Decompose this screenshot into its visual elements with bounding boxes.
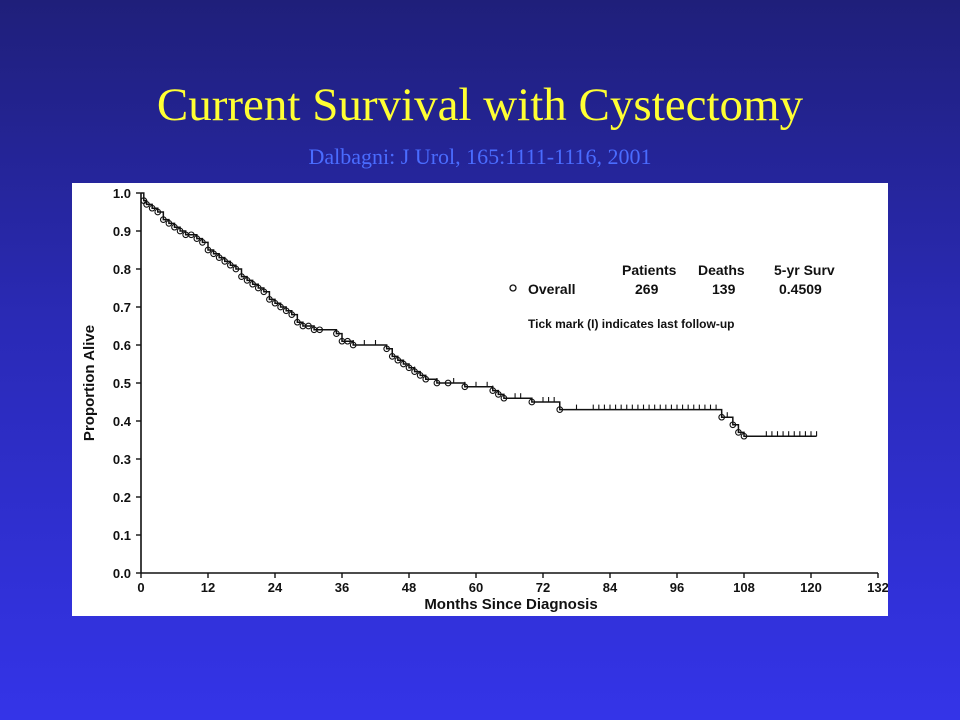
y-tick-label: 0.5 bbox=[113, 376, 131, 391]
chart-panel: Proportion Alive Months Since Diagnosis … bbox=[72, 183, 888, 616]
event-marker bbox=[210, 250, 217, 258]
event-marker bbox=[238, 273, 245, 280]
event-marker bbox=[243, 277, 251, 284]
slide-subtitle: Dalbagni: J Urol, 165:1111-1116, 2001 bbox=[308, 144, 652, 169]
event-marker bbox=[215, 254, 223, 261]
event-marker bbox=[159, 216, 167, 223]
event-marker bbox=[388, 353, 396, 360]
event-marker bbox=[143, 201, 150, 208]
event-marker bbox=[249, 280, 257, 288]
legend-deaths-value: 139 bbox=[712, 281, 736, 297]
event-marker bbox=[204, 246, 212, 254]
event-marker bbox=[193, 235, 201, 242]
y-tick-label: 0.8 bbox=[113, 262, 131, 277]
y-tick-label: 0.1 bbox=[113, 528, 131, 543]
x-tick-label: 12 bbox=[201, 580, 215, 595]
legend-header-5yr-surv: 5-yr Surv bbox=[774, 262, 835, 278]
y-tick-label: 0.9 bbox=[113, 224, 131, 239]
legend-marker-icon bbox=[509, 284, 517, 292]
x-tick-label: 48 bbox=[402, 580, 416, 595]
legend-series-label: Overall bbox=[528, 281, 575, 297]
event-marker bbox=[232, 265, 240, 273]
survival-chart: Proportion Alive Months Since Diagnosis … bbox=[81, 186, 888, 613]
event-marker bbox=[405, 364, 413, 372]
x-tick-label: 132 bbox=[867, 580, 888, 595]
x-tick-label: 0 bbox=[137, 580, 144, 595]
y-tick-label: 0.6 bbox=[113, 338, 131, 353]
y-axis-label: Proportion Alive bbox=[81, 325, 98, 441]
x-tick-label: 72 bbox=[536, 580, 550, 595]
x-tick-label: 108 bbox=[733, 580, 755, 595]
event-marker bbox=[383, 345, 391, 353]
event-marker bbox=[176, 227, 184, 235]
event-marker bbox=[400, 360, 407, 368]
y-tick-label: 0.0 bbox=[113, 566, 131, 581]
event-marker bbox=[500, 394, 508, 402]
legend: Patients Deaths 5-yr Surv Overall 269 13… bbox=[509, 262, 835, 331]
x-tick-label: 120 bbox=[800, 580, 822, 595]
x-tick-label: 24 bbox=[268, 580, 283, 595]
event-marker bbox=[729, 421, 737, 429]
event-marker bbox=[333, 330, 340, 337]
y-tick-label: 0.3 bbox=[113, 452, 131, 467]
event-marker bbox=[444, 379, 452, 387]
event-marker bbox=[260, 288, 268, 296]
event-marker bbox=[344, 337, 351, 345]
legend-header-deaths: Deaths bbox=[698, 262, 745, 278]
event-marker bbox=[422, 375, 430, 383]
legend-patients-value: 269 bbox=[635, 281, 659, 297]
event-marker bbox=[416, 372, 424, 379]
event-marker bbox=[494, 391, 502, 398]
event-marker bbox=[293, 318, 301, 326]
x-tick-label: 60 bbox=[469, 580, 483, 595]
event-marker bbox=[556, 406, 564, 413]
x-axis-label: Months Since Diagnosis bbox=[424, 596, 597, 613]
legend-header-patients: Patients bbox=[622, 262, 677, 278]
x-tick-label: 96 bbox=[670, 580, 684, 595]
event-marker bbox=[271, 299, 279, 307]
y-tick-label: 0.7 bbox=[113, 300, 131, 315]
event-marker bbox=[316, 326, 324, 334]
event-marker bbox=[221, 258, 229, 265]
event-marker bbox=[740, 432, 748, 440]
event-marker bbox=[277, 303, 284, 311]
y-tick-label: 1.0 bbox=[113, 186, 131, 201]
event-marker bbox=[154, 208, 162, 216]
event-marker bbox=[266, 296, 273, 303]
legend-5yr-surv-value: 0.4509 bbox=[779, 281, 822, 297]
slide-title: Current Survival with Cystectomy bbox=[156, 79, 804, 131]
x-tick-label: 36 bbox=[335, 580, 349, 595]
survival-curve-overall bbox=[141, 192, 817, 437]
event-marker bbox=[148, 204, 156, 212]
event-marker bbox=[282, 307, 290, 315]
event-marker bbox=[288, 311, 296, 318]
event-marker bbox=[226, 261, 234, 269]
event-marker bbox=[305, 322, 312, 330]
event-marker bbox=[165, 220, 173, 227]
event-marker bbox=[394, 356, 402, 364]
event-marker bbox=[187, 231, 195, 239]
x-tick-label: 84 bbox=[603, 580, 618, 595]
y-tick-label: 0.4 bbox=[113, 414, 132, 429]
event-marker bbox=[735, 429, 742, 436]
event-marker bbox=[254, 284, 262, 292]
y-tick-label: 0.2 bbox=[113, 490, 131, 505]
event-marker bbox=[528, 398, 536, 406]
event-marker bbox=[171, 223, 178, 231]
legend-note: Tick mark (I) indicates last follow-up bbox=[528, 317, 735, 331]
event-marker bbox=[199, 239, 206, 246]
